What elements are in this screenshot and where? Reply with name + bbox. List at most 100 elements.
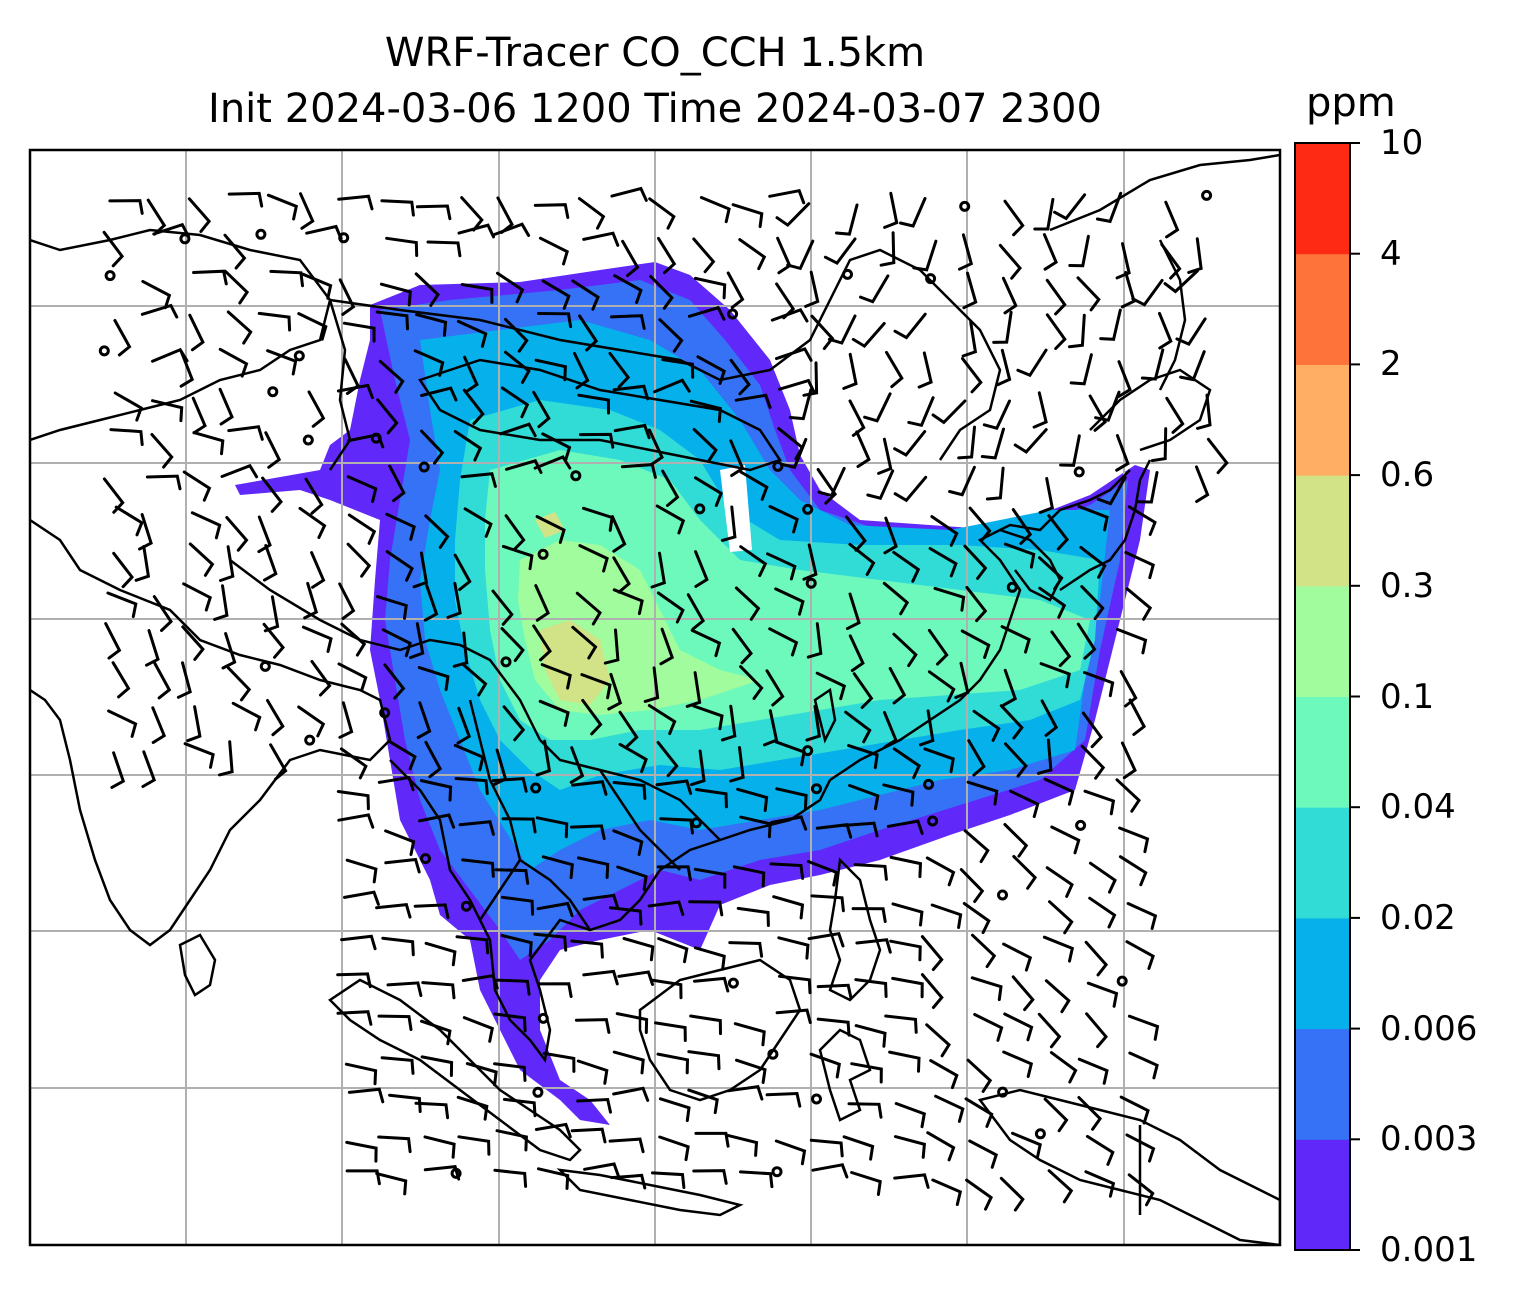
wind-barb [610, 1173, 647, 1190]
wind-barb [150, 433, 174, 469]
wind-barb [1002, 668, 1018, 707]
wind-barb [805, 704, 821, 742]
wind-barb [726, 1085, 764, 1101]
wind-barb [1003, 542, 1036, 569]
wind-barb [929, 1059, 959, 1090]
calm-wind-marker [772, 460, 784, 472]
wind-barb [581, 698, 603, 736]
calm-wind-marker [1201, 189, 1213, 201]
wind-barb [962, 271, 978, 310]
wind-barb [578, 314, 599, 352]
wind-barb [541, 432, 572, 462]
wind-barb [694, 1131, 730, 1148]
wind-barb [412, 551, 429, 589]
wind-barb [337, 662, 368, 692]
wind-barb [739, 815, 772, 839]
wind-barb [493, 1012, 527, 1033]
wind-barb [414, 1101, 450, 1120]
colorbar-segment [1295, 364, 1350, 476]
wind-barb [854, 978, 888, 998]
wind-barb [114, 505, 144, 537]
wind-barb [179, 350, 195, 388]
coast-japan [1059, 459, 1152, 592]
wind-barb [385, 550, 414, 582]
wind-barb [457, 1135, 491, 1156]
wind-barb [928, 547, 958, 578]
wind-barb [656, 591, 685, 624]
wind-barb [775, 1008, 812, 1025]
wind-barb [621, 239, 640, 278]
wind-barb [1127, 1014, 1160, 1041]
wind-barb [187, 197, 212, 233]
wind-barb [218, 740, 234, 777]
colorbar-segment [1295, 253, 1350, 365]
wind-barb [817, 466, 846, 498]
wind-barb [227, 425, 264, 441]
wind-barb [693, 867, 727, 889]
wind-barb [739, 470, 769, 501]
wind-barb [1136, 471, 1159, 504]
wind-barb [802, 543, 818, 581]
calm-wind-marker [370, 432, 382, 444]
wind-barb [765, 669, 785, 707]
wind-barb [456, 1095, 489, 1121]
calm-wind-marker [727, 977, 739, 989]
wind-barb [731, 627, 753, 665]
map-title-line2: Init 2024-03-06 1200 Time 2024-03-07 230… [208, 86, 1102, 132]
wind-barb [927, 670, 956, 703]
wind-barb [863, 392, 892, 423]
wind-barb [1164, 200, 1180, 239]
wind-barb [112, 551, 134, 589]
calm-wind-marker [997, 889, 1008, 901]
wind-barb [612, 384, 650, 401]
wind-barb [694, 476, 723, 507]
wind-barb [735, 1058, 767, 1084]
wind-barb [347, 1087, 385, 1104]
wind-barb [647, 900, 685, 916]
calm-wind-marker [259, 660, 271, 672]
wind-barb [1128, 698, 1147, 736]
wind-barb [500, 386, 530, 419]
wind-barb [610, 515, 627, 553]
wind-barb [460, 196, 484, 232]
wind-barb [537, 982, 573, 998]
wind-barb [967, 739, 986, 777]
colorbar-tick-label: 0.003 [1380, 1119, 1478, 1160]
wind-barb [423, 1135, 456, 1159]
wind-barb [264, 431, 282, 469]
wind-barb [226, 666, 252, 702]
border-mongolia [418, 358, 782, 472]
wind-barb [618, 742, 648, 774]
wind-barb [920, 973, 944, 1009]
wind-barb [1084, 1170, 1116, 1198]
wind-barb [919, 709, 935, 747]
coast-india [30, 518, 392, 947]
wind-barb [853, 863, 888, 881]
calm-wind-marker [694, 503, 706, 515]
wind-barb [925, 1023, 951, 1058]
wind-barb [1059, 434, 1081, 467]
wind-barb [495, 978, 531, 996]
wind-barb [777, 936, 810, 960]
wind-barb [299, 192, 315, 230]
wind-barb [1088, 896, 1117, 929]
wind-barb [685, 671, 702, 708]
wind-barb [336, 383, 374, 400]
wind-barb [176, 661, 192, 699]
wind-barb [732, 865, 766, 888]
wind-barb [570, 939, 604, 959]
wind-barb [1039, 662, 1071, 689]
wind-barb [113, 391, 144, 422]
wind-barb [1077, 1096, 1103, 1131]
wind-barb [375, 310, 409, 331]
wind-barb [1088, 394, 1107, 432]
wind-barb [848, 634, 865, 672]
calm-wind-marker [570, 470, 582, 482]
wind-barb [340, 622, 367, 657]
calm-wind-marker [338, 232, 350, 244]
wind-barb [694, 788, 728, 809]
wind-barb [1012, 855, 1038, 890]
colorbar [1294, 142, 1360, 1251]
wind-barb [257, 311, 292, 332]
wind-barb [806, 622, 823, 659]
